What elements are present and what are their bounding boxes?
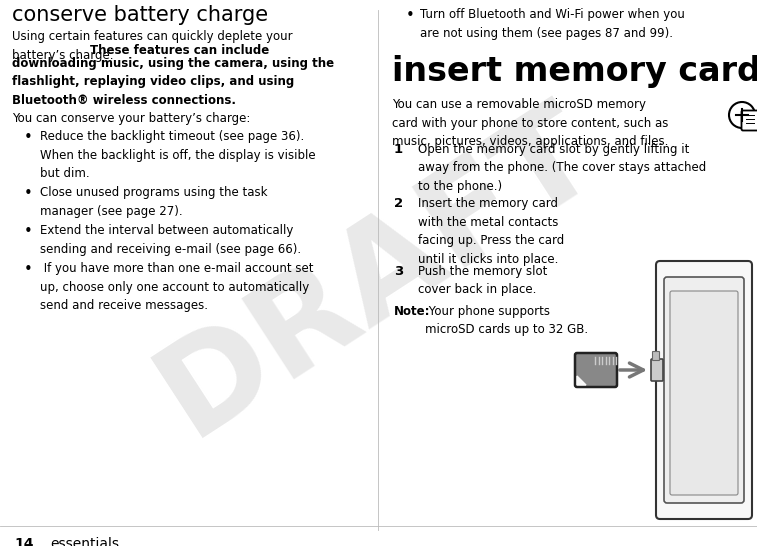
Polygon shape: [577, 376, 586, 385]
FancyBboxPatch shape: [742, 110, 757, 130]
Text: •: •: [24, 130, 33, 145]
Text: Insert the memory card
with the metal contacts
facing up. Press the card
until i: Insert the memory card with the metal co…: [418, 197, 564, 265]
Text: essentials: essentials: [50, 537, 119, 546]
Text: Your phone supports
microSD cards up to 32 GB.: Your phone supports microSD cards up to …: [425, 305, 588, 336]
Text: Reduce the backlight timeout (see page 36).
When the backlight is off, the displ: Reduce the backlight timeout (see page 3…: [40, 130, 316, 180]
FancyArrowPatch shape: [620, 363, 643, 377]
Text: •: •: [24, 186, 33, 201]
FancyBboxPatch shape: [653, 352, 659, 360]
Text: Turn off Bluetooth and Wi-Fi power when you
are not using them (see pages 87 and: Turn off Bluetooth and Wi-Fi power when …: [420, 8, 685, 39]
Text: 2: 2: [394, 197, 403, 210]
FancyBboxPatch shape: [575, 353, 617, 387]
Text: Note:: Note:: [394, 305, 431, 318]
Text: •: •: [406, 8, 415, 23]
Text: Close unused programs using the task
manager (see page 27).: Close unused programs using the task man…: [40, 186, 267, 217]
Text: Extend the interval between automatically
sending and receiving e-mail (see page: Extend the interval between automaticall…: [40, 224, 301, 256]
Text: If you have more than one e-mail account set
up, choose only one account to auto: If you have more than one e-mail account…: [40, 262, 313, 312]
Text: •: •: [24, 262, 33, 277]
Text: Push the memory slot
cover back in place.: Push the memory slot cover back in place…: [418, 265, 547, 296]
FancyBboxPatch shape: [656, 261, 752, 519]
FancyBboxPatch shape: [664, 277, 744, 503]
Text: You can use a removable microSD memory
card with your phone to store content, su: You can use a removable microSD memory c…: [392, 98, 668, 148]
Text: Using certain features can quickly deplete your
battery’s charge.: Using certain features can quickly deple…: [12, 30, 293, 62]
Text: DRAFT: DRAFT: [136, 85, 619, 461]
FancyBboxPatch shape: [670, 291, 738, 495]
Text: insert memory card: insert memory card: [392, 55, 757, 88]
Text: 14: 14: [14, 537, 33, 546]
Text: These features can include: These features can include: [90, 44, 269, 56]
Text: downloading music, using the camera, using the
flashlight, replaying video clips: downloading music, using the camera, usi…: [12, 57, 334, 107]
Text: Open the memory card slot by gently lifting it
away from the phone. (The cover s: Open the memory card slot by gently lift…: [418, 143, 706, 193]
Text: •: •: [24, 224, 33, 239]
FancyBboxPatch shape: [651, 359, 663, 381]
Text: 1: 1: [394, 143, 403, 156]
Text: You can conserve your battery’s charge:: You can conserve your battery’s charge:: [12, 112, 251, 125]
Text: conserve battery charge: conserve battery charge: [12, 5, 268, 25]
Text: 3: 3: [394, 265, 403, 278]
